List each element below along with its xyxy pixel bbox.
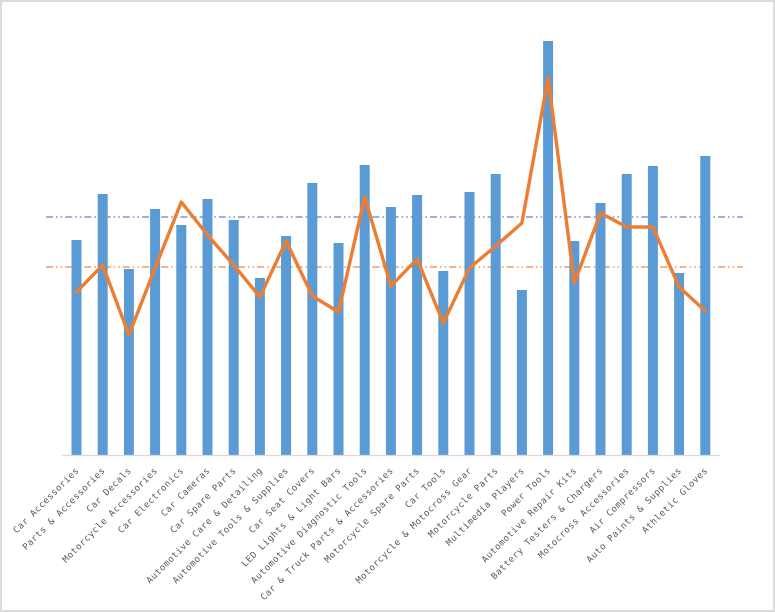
bar[interactable] xyxy=(71,240,82,455)
bar-series xyxy=(71,41,711,455)
x-axis-label: Automotive Repair Kits xyxy=(480,466,579,565)
bar[interactable] xyxy=(516,290,527,455)
bar[interactable] xyxy=(281,236,292,455)
x-axis-label: Motorcycle Spare Parts xyxy=(323,466,422,565)
bar[interactable] xyxy=(569,241,580,455)
bar[interactable] xyxy=(700,156,711,455)
bar[interactable] xyxy=(464,192,475,455)
x-axis-label: Motorcycle Accessories xyxy=(61,466,160,565)
bar[interactable] xyxy=(333,243,344,455)
bar[interactable] xyxy=(307,183,318,455)
line-series[interactable] xyxy=(74,76,707,337)
bar[interactable] xyxy=(150,209,161,455)
bar[interactable] xyxy=(490,174,501,455)
bar[interactable] xyxy=(202,199,213,455)
bar[interactable] xyxy=(385,207,396,455)
bar[interactable] xyxy=(543,41,554,455)
bar[interactable] xyxy=(359,165,370,455)
bar[interactable] xyxy=(621,174,632,455)
bar[interactable] xyxy=(595,203,606,455)
bar[interactable] xyxy=(176,225,187,455)
bar[interactable] xyxy=(97,194,108,455)
bar[interactable] xyxy=(412,195,423,455)
bar[interactable] xyxy=(647,166,658,455)
bar[interactable] xyxy=(123,269,134,455)
bar[interactable] xyxy=(438,271,449,455)
bar[interactable] xyxy=(228,220,239,455)
x-axis-label: Auto Paints & Supplies xyxy=(585,466,684,565)
bar[interactable] xyxy=(674,273,685,455)
bar[interactable] xyxy=(254,278,265,455)
